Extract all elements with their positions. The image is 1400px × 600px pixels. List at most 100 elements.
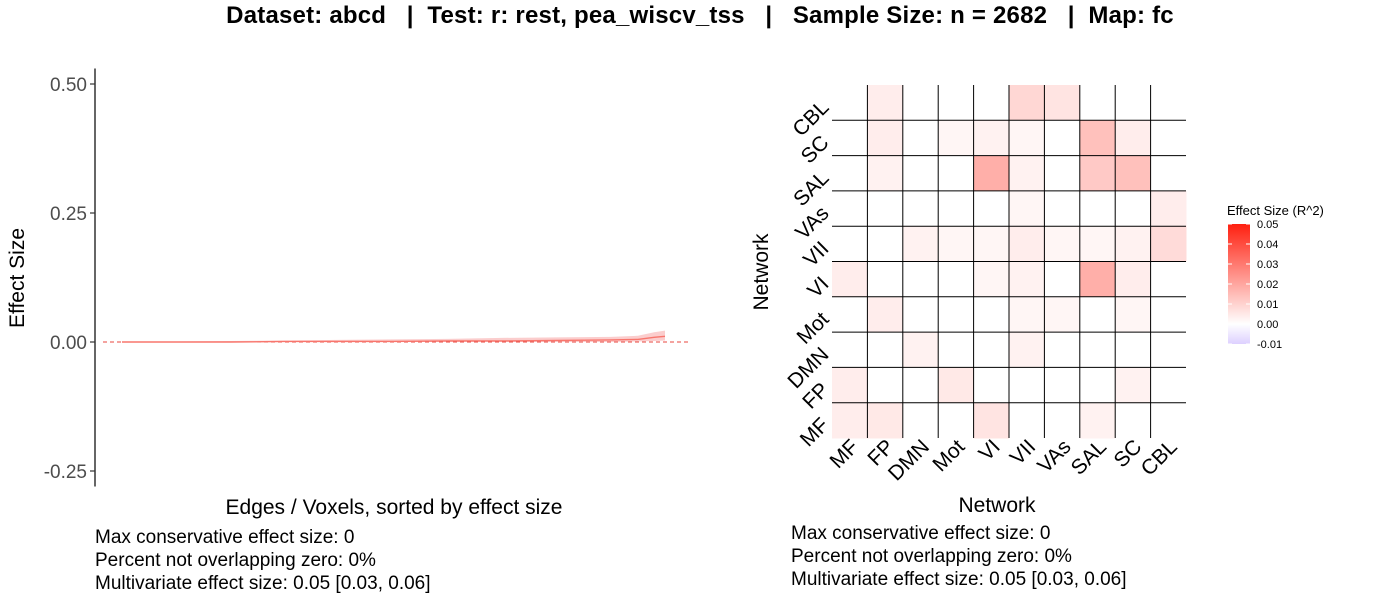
heatmap-cell <box>1044 367 1081 404</box>
heatmap-x-tick-label: SAL <box>1067 435 1111 479</box>
heatmap-cell <box>867 261 904 298</box>
heatmap-cell <box>1009 332 1045 368</box>
heatmap-cell <box>832 120 868 157</box>
heatmap-stat-multivariate: Multivariate effect size: 0.05 [0.03, 0.… <box>791 569 1127 590</box>
heatmap-cell <box>902 296 939 333</box>
heatmap-cell <box>1150 120 1187 157</box>
heatmap-cell <box>1115 85 1152 121</box>
heatmap-cell <box>973 120 1010 157</box>
heatmap-cell <box>938 190 975 227</box>
heatmap-cell <box>1044 402 1081 439</box>
heatmap-x-tick-label: DMN <box>884 435 934 485</box>
heatmap-cell <box>867 332 904 368</box>
y-axis-title: Effect Size <box>6 228 29 328</box>
heatmap-cell <box>1150 226 1187 262</box>
heatmap-cell <box>867 402 904 439</box>
heatmap-cell <box>938 120 975 157</box>
effect-size-line <box>122 335 666 343</box>
heatmap-cell <box>973 332 1010 368</box>
heatmap-cell <box>832 226 868 262</box>
heatmap-cell <box>1044 296 1081 333</box>
heatmap-cell <box>1079 332 1116 368</box>
heatmap-cell <box>902 226 939 262</box>
heatmap-cell <box>1150 296 1187 333</box>
heatmap-cell <box>867 190 904 227</box>
heatmap-y-tick-label: VAs <box>791 202 833 244</box>
heatmap-cell <box>1009 155 1045 192</box>
heatmap-cell <box>1150 155 1187 192</box>
heatmap-cell <box>1044 155 1081 192</box>
heatmap-cell <box>973 226 1010 262</box>
y-tick-label: -0.25 <box>44 462 87 483</box>
heatmap-cell <box>1115 296 1152 333</box>
heatmap-cell <box>902 155 939 192</box>
heatmap-cell <box>1044 120 1081 157</box>
heatmap-y-tick-label: Mot <box>793 308 834 349</box>
heatmap-x-tick-label: VAs <box>1033 435 1075 477</box>
heatmap-cell <box>902 120 939 157</box>
heatmap-cell <box>832 85 868 121</box>
heatmap-stat-percent-nonzero: Percent not overlapping zero: 0% <box>791 546 1072 567</box>
heatmap-cell <box>938 155 975 192</box>
heatmap-cell <box>1115 190 1152 227</box>
heatmap-cell <box>938 296 975 333</box>
heatmap-cell <box>1009 120 1045 157</box>
heatmap-cell <box>832 261 868 298</box>
heatmap-cell <box>1115 155 1152 192</box>
heatmap-cell <box>1044 85 1081 121</box>
heatmap-cell <box>1115 367 1152 404</box>
heatmap-cell <box>902 85 939 121</box>
heatmap-cell <box>867 85 904 121</box>
heatmap-cell <box>973 190 1010 227</box>
heatmap-cell <box>973 261 1010 298</box>
heatmap-y-tick-label: MF <box>796 414 834 452</box>
heatmap-cell <box>1115 120 1152 157</box>
heatmap-cell <box>1044 190 1081 227</box>
heatmap-cell <box>1044 332 1081 368</box>
heatmap-cell <box>1150 261 1187 298</box>
confidence-band <box>122 330 665 342</box>
heatmap-cell <box>902 367 939 404</box>
legend-ticks: 0.05 0.04 0.03 0.02 0.01 0.00 -0.01 <box>1228 219 1282 351</box>
page-title: Dataset: abcd | Test: r: rest, pea_wiscv… <box>226 2 1174 29</box>
legend-title: Effect Size (R^2) <box>1227 203 1324 218</box>
heatmap-cell <box>1044 261 1081 298</box>
heatmap-cell <box>938 261 975 298</box>
heatmap-cell <box>938 85 975 121</box>
heatmap-x-axis-title: Network <box>958 494 1036 517</box>
heatmap-cell <box>1079 190 1116 227</box>
legend-tick-label: 0.02 <box>1257 279 1278 291</box>
heatmap-cell <box>867 120 904 157</box>
heatmap-y-tick-label: VI <box>803 272 833 302</box>
y-tick-label: 0.25 <box>50 204 87 225</box>
heatmap-cell <box>973 155 1010 192</box>
legend-color-bar <box>1228 224 1250 344</box>
heatmap-cell <box>867 296 904 333</box>
heatmap-cell <box>1079 226 1116 262</box>
heatmap-x-tick-label: Mot <box>928 435 969 476</box>
heatmap-cell <box>1079 85 1116 121</box>
heatmap-cell <box>938 367 975 404</box>
effect-line-layer <box>103 335 690 343</box>
heatmap-y-tick-label: CBL <box>788 96 833 141</box>
heatmap-cell <box>938 226 975 262</box>
heatmap-x-tick-label: CBL <box>1137 435 1182 480</box>
x-axis-title: Edges / Voxels, sorted by effect size <box>226 496 563 519</box>
heatmap-cell <box>1115 402 1152 439</box>
heatmap-cell <box>1009 402 1045 439</box>
heatmap-cell <box>1079 120 1116 157</box>
heatmap-cell <box>832 296 868 333</box>
heatmap-cell <box>1115 261 1152 298</box>
heatmap-cell <box>1009 367 1045 404</box>
heatmap-cell <box>973 402 1010 439</box>
heatmap-cell <box>1079 296 1116 333</box>
heatmap-cell <box>1150 332 1187 368</box>
heatmap-cell <box>902 332 939 368</box>
confidence-band-layer <box>122 330 665 342</box>
heatmap-cell <box>1009 85 1045 121</box>
heatmap-cell <box>973 367 1010 404</box>
heatmap-cell <box>1079 261 1116 298</box>
